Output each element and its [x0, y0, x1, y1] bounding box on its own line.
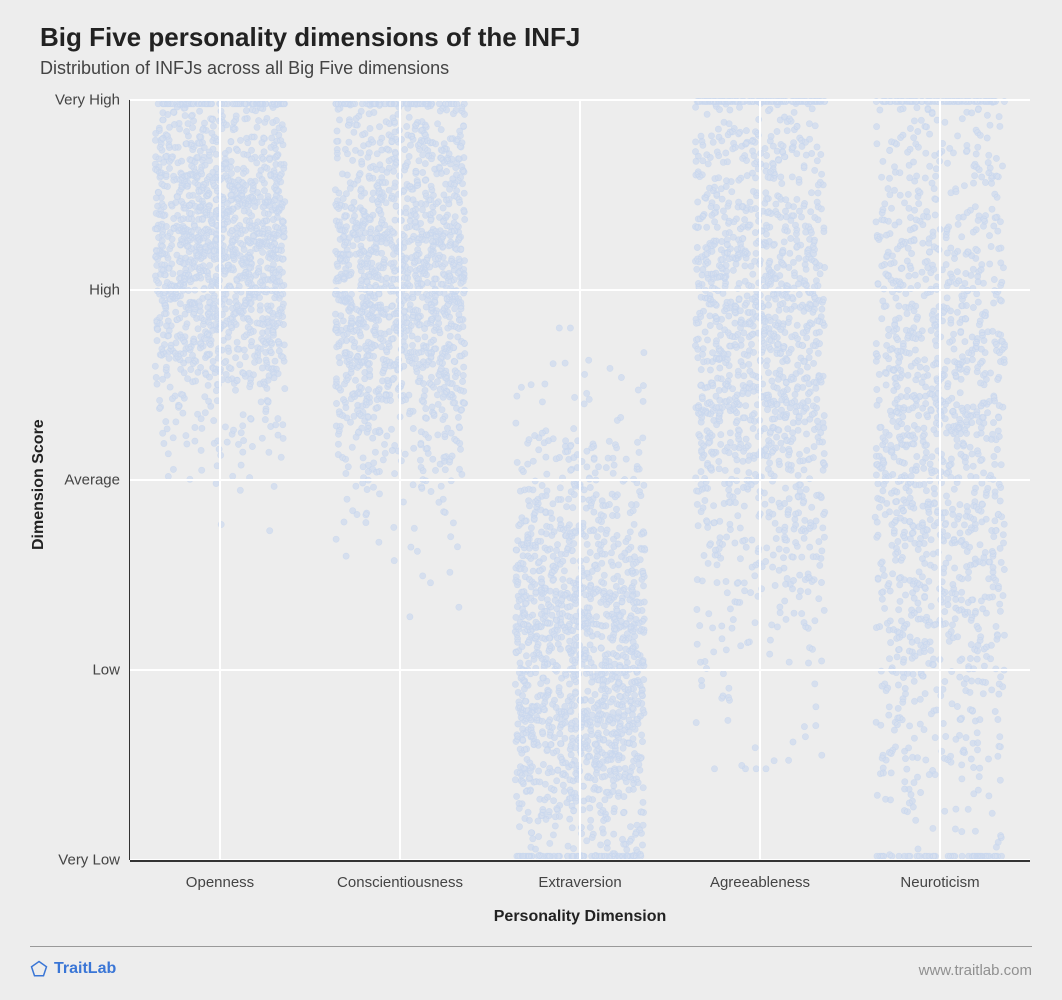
x-axis-label: Personality Dimension	[494, 908, 667, 926]
chart-container: Big Five personality dimensions of the I…	[0, 0, 1062, 1000]
footer-divider	[30, 946, 1032, 947]
gridline-vertical	[219, 100, 221, 860]
x-tick-label: Agreeableness	[710, 874, 810, 891]
brand: TraitLab	[30, 960, 116, 978]
y-axis-label: Dimension Score	[30, 419, 48, 550]
y-tick-label: High	[89, 282, 120, 299]
gridline-vertical	[399, 100, 401, 860]
gridline-vertical	[579, 100, 581, 860]
y-axis-line	[129, 100, 131, 860]
brand-text: TraitLab	[54, 960, 116, 978]
y-tick-label: Very Low	[58, 852, 120, 869]
y-tick-label: Low	[92, 662, 120, 679]
gridline-vertical	[939, 100, 941, 860]
gridline-vertical	[759, 100, 761, 860]
site-url: www.traitlab.com	[919, 962, 1032, 979]
x-tick-label: Conscientiousness	[337, 874, 463, 891]
x-axis-line	[130, 860, 1030, 862]
brand-logo-icon	[30, 960, 48, 978]
x-tick-label: Openness	[186, 874, 254, 891]
x-tick-label: Extraversion	[538, 874, 621, 891]
y-tick-label: Average	[64, 472, 120, 489]
x-tick-label: Neuroticism	[900, 874, 979, 891]
y-tick-label: Very High	[55, 92, 120, 109]
scatter-layer	[0, 0, 1062, 1000]
